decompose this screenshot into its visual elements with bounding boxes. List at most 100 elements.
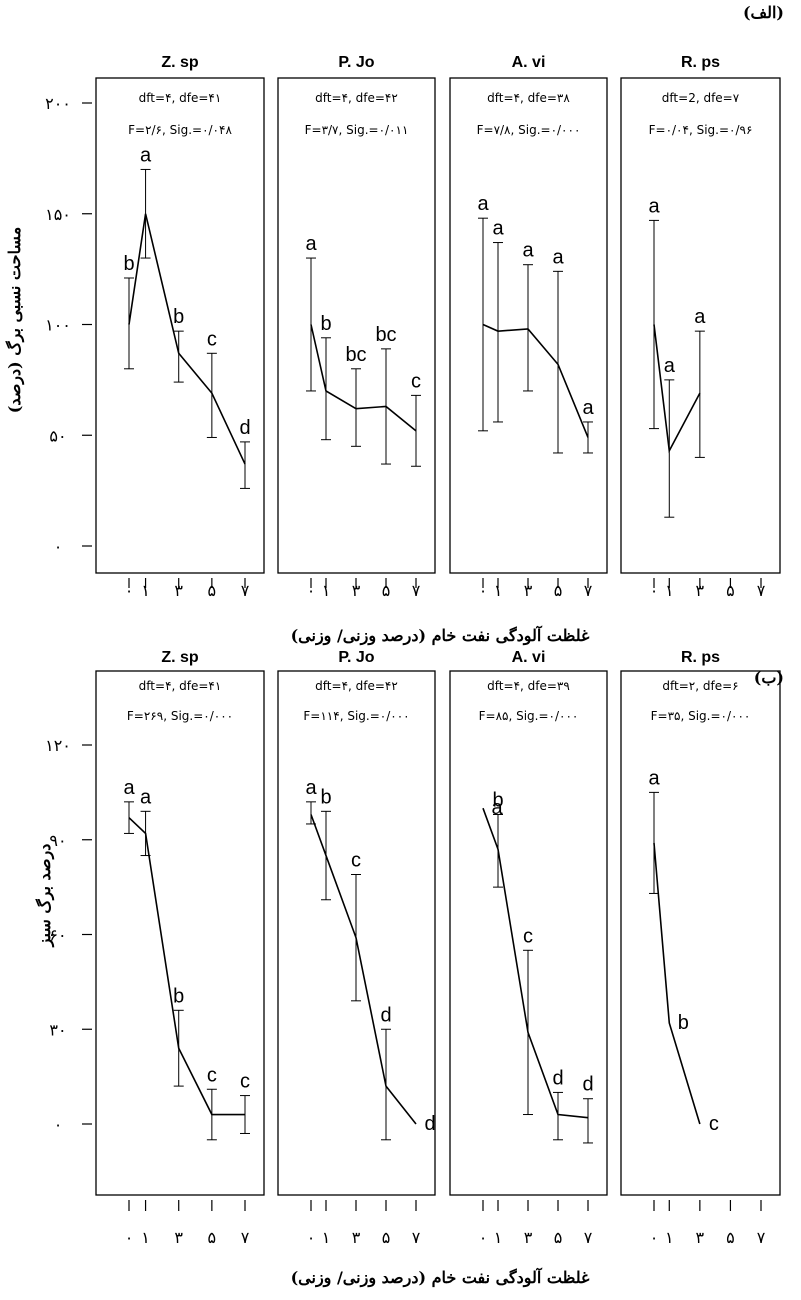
panel-3: R. ps dft=۲, dfe=۶ F=۳۵, Sig.=۰/۰۰۰ ۰ ۱ ۳ ۵ ۷ a b…	[620, 649, 781, 1247]
significance-letter: bc	[345, 344, 366, 366]
panel-frame	[277, 77, 436, 574]
y-tick-label: ۰	[54, 1115, 63, 1134]
y-tick-label: ۲۰۰	[45, 94, 71, 113]
x-tick-label: ۰	[307, 581, 316, 600]
significance-letter: a	[694, 306, 706, 328]
x-tick-label: ۷	[757, 581, 766, 600]
panel-label: (ب)	[754, 668, 784, 687]
panel-label: (الف)	[743, 3, 784, 22]
panel-1: P. Jo dft=۴, dfe=۴۲ F=۳/۷, Sig.=۰/۰۱۱ ۰ ۱ ۳ ۵ ۷…	[277, 54, 436, 600]
significance-letter: bc	[375, 324, 396, 346]
x-tick-label: ۷	[757, 1228, 766, 1247]
y-tick-label: ۹۰	[49, 831, 66, 850]
significance-letter: a	[582, 397, 594, 419]
x-tick-label: ۳	[352, 581, 361, 600]
significance-letter: a	[305, 233, 317, 255]
x-tick-label: ۵	[208, 581, 217, 600]
x-tick-label: ۵	[554, 581, 563, 600]
y-axis-label: درصد برگ سبز	[35, 844, 55, 948]
panel-title: Z. sp	[161, 54, 199, 71]
x-tick-label: ۰	[125, 581, 134, 600]
series-line	[482, 807, 589, 1119]
panel-stat-f: F=۱۱۴, Sig.=۰/۰۰۰	[303, 709, 409, 723]
x-tick-label: ۵	[382, 1228, 391, 1247]
panel-stat-f: F=۳۵, Sig.=۰/۰۰۰	[651, 709, 751, 723]
significance-letter: c	[709, 1113, 719, 1135]
significance-letter: d	[552, 1067, 563, 1089]
series-line	[653, 842, 701, 1125]
x-tick-label: ۱	[494, 581, 503, 600]
x-tick-label: ۵	[554, 1228, 563, 1247]
significance-letter: b	[173, 306, 184, 328]
panel-stat-f: F=۳/۷, Sig.=۰/۰۱۱	[305, 123, 409, 137]
significance-letter: b	[320, 313, 331, 335]
panel-0: Z. sp dft=۴, dfe=۴۱ F=۲۶۹, Sig.=۰/۰۰۰ ۰ ۱ ۳ ۵ ۷…	[95, 649, 265, 1247]
significance-letter: b	[492, 789, 503, 811]
panel-frame	[449, 77, 608, 574]
x-tick-label: ۰	[479, 1228, 488, 1247]
x-axis-label: غلظت آلودگی نفت خام (درصد وزنی/ وزنی)	[291, 624, 590, 646]
significance-letter: c	[411, 370, 421, 392]
x-tick-label: ۵	[208, 1228, 217, 1247]
x-tick-label: ۳	[524, 1228, 533, 1247]
panel-frame	[620, 77, 781, 574]
significance-letter: d	[380, 1004, 391, 1026]
panel-stat-f: F=۰/۰۴, Sig.=۰/۹۶	[649, 123, 753, 137]
panel-stat-df: dft=۴, dfe=۳۸	[487, 91, 570, 105]
panel-stat-df: dft=۴, dfe=۴۱	[139, 679, 222, 693]
panel-stat-f: F=۷/۸, Sig.=۰/۰۰۰	[477, 123, 581, 137]
y-tick-label: ۱۵۰	[45, 205, 71, 224]
x-tick-label: ۰	[650, 581, 659, 600]
panel-frame	[620, 670, 781, 1196]
x-tick-label: ۵	[726, 1228, 735, 1247]
panel-stat-df: dft=۲, dfe=۶	[662, 679, 738, 693]
panel-stat-df: dft=2, dfe=۷	[662, 91, 740, 105]
series-line	[482, 323, 589, 438]
x-tick-label: ۱	[141, 581, 150, 600]
significance-letter: b	[123, 253, 134, 275]
panel-frame	[277, 670, 436, 1196]
panel-stat-f: F=۸۵, Sig.=۰/۰۰۰	[479, 709, 579, 723]
panel-stat-df: dft=۴, dfe=۳۹	[487, 679, 570, 693]
x-tick-label: ۷	[412, 581, 421, 600]
significance-letter: a	[492, 218, 504, 240]
x-tick-label: ۰	[307, 1228, 316, 1247]
x-tick-label: ۱	[665, 1228, 674, 1247]
significance-letter: a	[123, 777, 135, 799]
x-tick-label: ۱	[141, 1228, 150, 1247]
panel-title: A. vi	[512, 649, 546, 666]
significance-letter: b	[173, 985, 184, 1007]
significance-letter: c	[351, 849, 361, 871]
x-tick-label: ۱	[494, 1228, 503, 1247]
series-line	[310, 324, 417, 432]
significance-letter: c	[240, 1071, 250, 1093]
panel-stat-df: dft=۴, dfe=۴۲	[315, 679, 398, 693]
x-tick-label: ۰	[650, 1228, 659, 1247]
significance-letter: c	[207, 328, 217, 350]
y-tick-label: ۱۲۰	[45, 736, 71, 755]
x-tick-label: ۱	[322, 1228, 331, 1247]
x-tick-label: ۳	[696, 581, 705, 600]
x-tick-label: ۵	[726, 581, 735, 600]
significance-letter: b	[678, 1012, 689, 1034]
significance-letter: a	[648, 195, 660, 217]
y-tick-label: ۵۰	[49, 426, 66, 445]
significance-letter: a	[140, 144, 152, 166]
panel-2: A. vi dft=۴, dfe=۳۸ F=۷/۸, Sig.=۰/۰۰۰ ۰ ۱ ۳ ۵ ۷…	[449, 54, 608, 600]
chart-0: (الف)مساحت نسبی برگ (درصد)۰۵۰۱۰۰۱۵۰۲۰۰غل…	[5, 3, 784, 646]
significance-letter: d	[424, 1113, 435, 1135]
significance-letter: a	[305, 777, 317, 799]
x-tick-label: ۵	[382, 581, 391, 600]
panel-stat-f: F=۲/۶, Sig.=۰/۰۴۸	[128, 123, 232, 137]
panel-1: P. Jo dft=۴, dfe=۴۲ F=۱۱۴, Sig.=۰/۰۰۰ ۰ ۱ ۳ ۵ ۷…	[277, 649, 436, 1247]
panel-title: A. vi	[512, 54, 546, 71]
y-tick-label: ۶۰	[49, 926, 66, 945]
panel-stat-df: dft=۴, dfe=۴۱	[139, 91, 222, 105]
x-tick-label: ۷	[584, 581, 593, 600]
panel-title: R. ps	[681, 54, 720, 71]
panel-frame	[95, 77, 265, 574]
series-line	[128, 817, 245, 1116]
x-tick-label: ۳	[696, 1228, 705, 1247]
y-axis-label: مساحت نسبی برگ (درصد)	[5, 227, 25, 414]
